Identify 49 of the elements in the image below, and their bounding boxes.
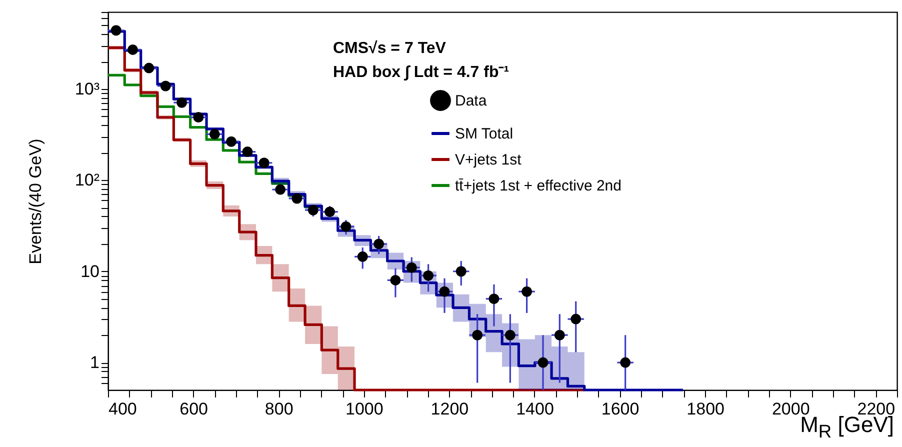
legend-label: tt̄+jets 1st + effective 2nd <box>455 178 622 194</box>
point <box>456 266 466 277</box>
point <box>127 44 138 55</box>
point <box>340 221 352 232</box>
y-axis-title: Events/(40 GeV) <box>26 138 45 264</box>
annotation: HAD box ∫ Ldt = 4.7 fb⁻¹ <box>333 64 510 81</box>
point <box>144 62 154 74</box>
x-tick-label: 1400 <box>516 400 554 418</box>
point <box>423 270 434 281</box>
point <box>176 97 188 108</box>
legend-label: V+jets 1st <box>455 152 522 168</box>
point <box>374 238 384 250</box>
point <box>488 294 500 304</box>
x-tick-label: 800 <box>264 400 294 418</box>
point <box>275 184 286 195</box>
point <box>226 136 236 147</box>
point <box>324 206 336 218</box>
y-tick-label: 10 <box>80 262 100 281</box>
x-tick-label: 600 <box>180 400 208 418</box>
point <box>406 262 417 273</box>
point <box>193 112 204 123</box>
x-tick-label: 1800 <box>686 400 724 418</box>
point <box>292 193 302 204</box>
y-tick-label: 10² <box>74 170 100 190</box>
x-tick-label: 1600 <box>601 400 640 418</box>
point <box>472 330 483 340</box>
point <box>570 314 582 324</box>
point <box>110 25 122 36</box>
point <box>620 357 631 368</box>
point <box>242 146 253 158</box>
y-tick-label: 10³ <box>74 80 100 99</box>
x-tick-label: 400 <box>108 400 137 418</box>
legend-label: Data <box>455 92 488 110</box>
legend-label: SM Total <box>455 126 514 142</box>
point <box>554 330 565 340</box>
point <box>504 330 516 340</box>
point <box>209 128 220 140</box>
point <box>258 158 270 168</box>
point <box>160 80 171 92</box>
x-tick-label: 1000 <box>345 400 384 418</box>
point <box>357 251 368 262</box>
point <box>439 286 450 297</box>
point <box>308 204 318 216</box>
annotation: CMS√s = 7 TeV <box>333 40 446 57</box>
point <box>538 357 548 368</box>
point <box>522 286 532 297</box>
x-tick-label: 1200 <box>430 400 469 418</box>
point <box>390 274 401 286</box>
y-tick-label: 1 <box>90 353 100 372</box>
